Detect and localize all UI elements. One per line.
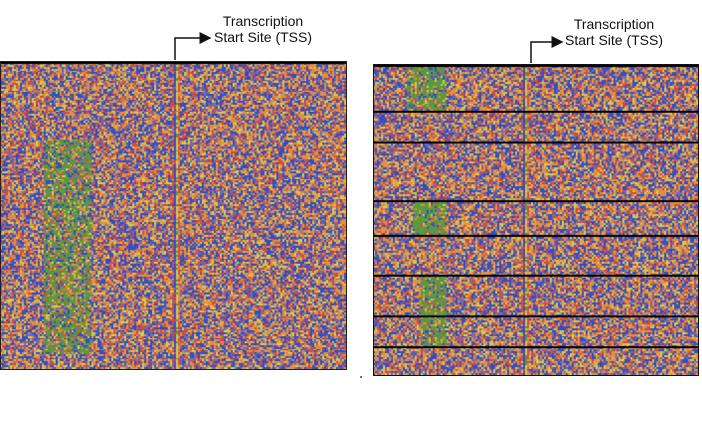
motif-heatmap-left: [0, 61, 347, 370]
tss-label-line2-right: Start Site (TSS): [565, 32, 664, 48]
stray-mark: [360, 376, 362, 378]
tss-label-line1-right: Transcription: [573, 16, 655, 32]
tss-annotation-left: Transcription Start Site (TSS): [214, 13, 312, 45]
tss-label-line2-left: Start Site (TSS): [214, 29, 313, 45]
tss-arrow-left: [174, 32, 212, 60]
tss-label-line1-left: Transcription: [222, 13, 304, 29]
heatmap-canvas-right: [374, 65, 698, 375]
heatmap-canvas-left: [1, 62, 346, 369]
tss-arrow-right: [530, 36, 564, 63]
tss-annotation-right: Transcription Start Site (TSS): [565, 16, 663, 48]
motif-heatmap-right-clustered: [373, 64, 699, 376]
